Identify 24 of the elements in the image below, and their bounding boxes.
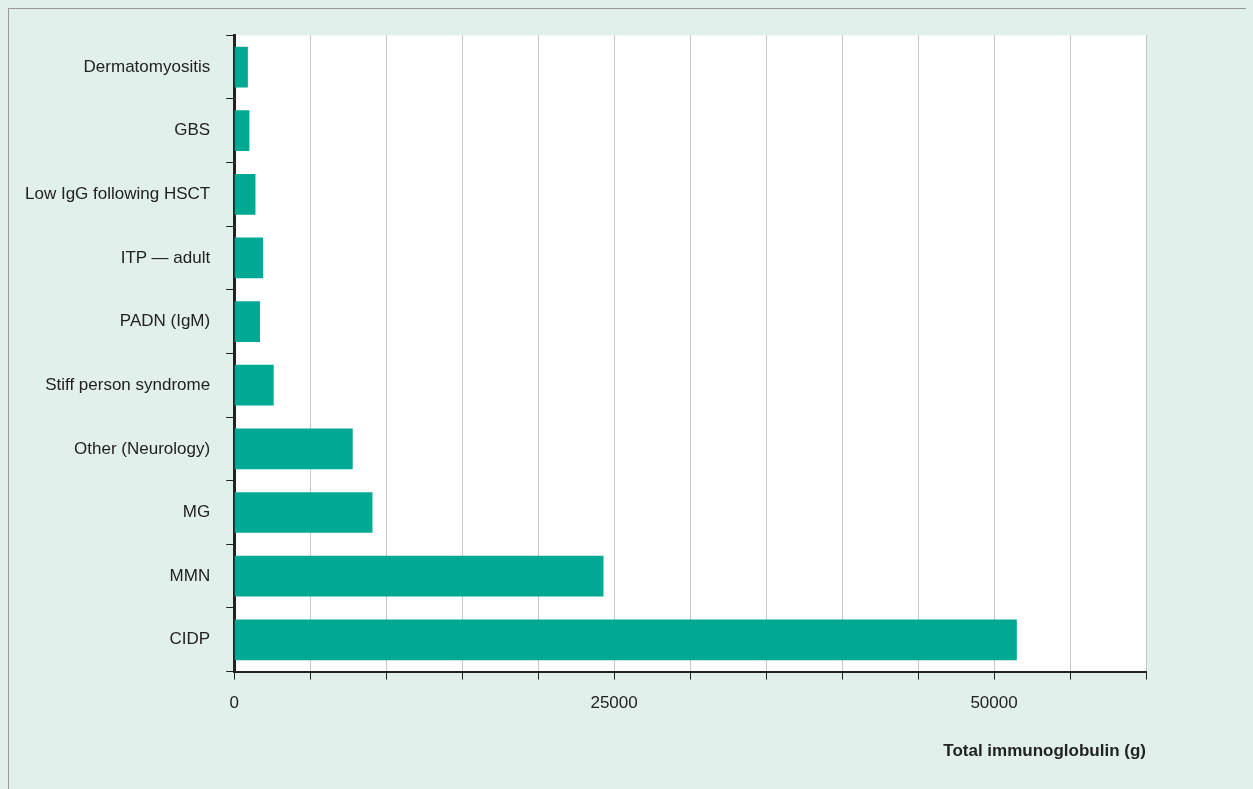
bar — [234, 110, 250, 152]
y-tick-label: CIDP — [169, 629, 211, 649]
x-tick-label: 0 — [229, 693, 239, 713]
y-tick-label: MG — [182, 502, 211, 522]
bar — [234, 492, 373, 533]
bar — [234, 46, 248, 88]
bar — [234, 364, 274, 406]
y-tick-label: Low IgG following HSCT — [24, 183, 211, 203]
y-tick-label: GBS — [174, 120, 211, 140]
y-tick-label: ITP — adult — [120, 247, 211, 267]
bar — [234, 237, 264, 279]
x-axis-title: Total immunoglobulin (g) — [943, 740, 1146, 760]
y-tick-label: Dermatomyositis — [83, 56, 211, 76]
bar — [234, 173, 256, 215]
y-tick-label: Stiff person syndrome — [45, 374, 211, 394]
x-tick-label: 50000 — [970, 693, 1018, 713]
bar — [234, 428, 353, 470]
y-tick-label: MMN — [169, 565, 211, 585]
x-tick-label: 25000 — [590, 693, 638, 713]
y-tick-label: Other (Neurology) — [74, 438, 211, 458]
bar — [234, 301, 261, 342]
y-tick-label: PADN (IgM) — [119, 311, 211, 331]
bar — [234, 619, 1017, 661]
bar — [234, 555, 604, 597]
